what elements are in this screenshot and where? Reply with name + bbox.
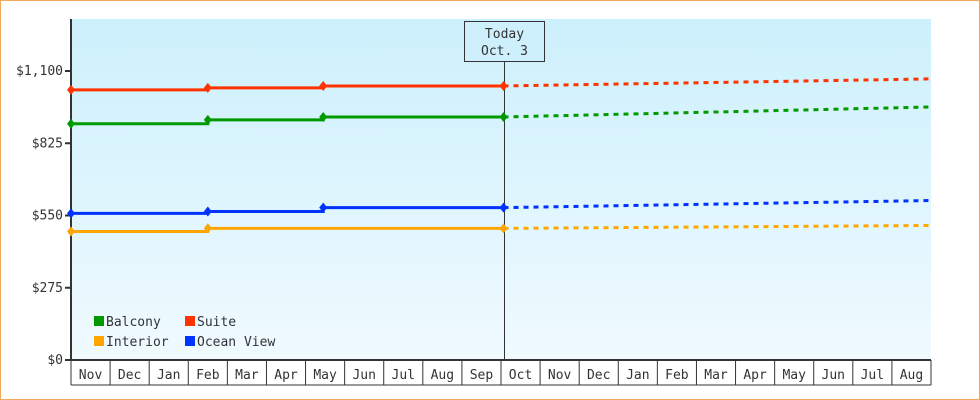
legend-item: Interior <box>94 335 169 350</box>
x-tick-label: Nov <box>548 368 572 383</box>
x-tick-label: Jun <box>352 368 375 383</box>
data-point-interior <box>203 223 212 234</box>
x-tick-label: Apr <box>274 368 298 383</box>
today-box <box>464 21 545 62</box>
series-line-ocean-view <box>71 206 504 215</box>
data-point-ocean-view <box>499 202 508 213</box>
data-point-balcony <box>499 111 508 122</box>
legend-label: Suite <box>197 315 236 330</box>
x-tick-label: Nov <box>79 368 103 383</box>
data-point-suite <box>499 80 508 91</box>
legend-item: Suite <box>185 315 236 330</box>
x-tick-label: Aug <box>431 368 454 383</box>
x-tick-label: Mar <box>235 368 259 383</box>
data-point-interior <box>499 223 508 234</box>
forecast-line-suite <box>503 77 930 88</box>
series-line-balcony <box>71 115 504 126</box>
x-tick-label: Apr <box>743 368 767 383</box>
forecast-line-balcony <box>503 105 930 119</box>
legend-label: Interior <box>106 335 169 350</box>
legend-item: Balcony <box>94 315 161 330</box>
y-tick-label: $0 <box>47 353 63 368</box>
x-tick-label: Jul <box>861 368 884 383</box>
y-tick-label: $825 <box>32 136 63 151</box>
x-tick-label: May <box>313 368 337 383</box>
plot-background <box>71 19 931 360</box>
y-tick-label: $275 <box>32 281 63 296</box>
data-point-ocean-view <box>203 206 212 217</box>
today-date: Oct. 3 <box>481 44 528 59</box>
data-point-balcony <box>319 111 328 122</box>
x-tick-label: Dec <box>587 368 610 383</box>
x-tick-label: Jan <box>626 368 649 383</box>
x-tick-label: May <box>782 368 806 383</box>
data-point-suite <box>203 82 212 93</box>
forecast-line-ocean-view <box>503 199 930 210</box>
x-tick-label: Aug <box>900 368 923 383</box>
x-tick-label: Sep <box>470 368 494 383</box>
series-line-suite <box>71 84 504 92</box>
forecast-line-interior <box>503 223 930 230</box>
legend-swatch <box>94 336 104 346</box>
today-label: Today <box>485 27 524 42</box>
x-tick-label: Jul <box>392 368 415 383</box>
data-point-ocean-view <box>319 202 328 213</box>
x-tick-label: Oct <box>509 368 532 383</box>
x-tick-label: Dec <box>118 368 141 383</box>
x-tick-label: Feb <box>665 368 689 383</box>
legend-swatch <box>185 316 195 326</box>
x-tick-label: Mar <box>704 368 728 383</box>
data-point-interior <box>67 226 75 237</box>
legend-swatch <box>185 336 195 346</box>
x-tick-label: Jun <box>822 368 845 383</box>
legend-swatch <box>94 316 104 326</box>
data-point-balcony <box>67 118 75 129</box>
legend-item: Ocean View <box>185 335 275 350</box>
x-tick-label: Feb <box>196 368 220 383</box>
legend-label: Balcony <box>106 315 161 330</box>
x-tick-label: Jan <box>157 368 180 383</box>
y-tick-label: $1,100 <box>16 64 63 79</box>
data-point-balcony <box>203 114 212 125</box>
data-point-suite <box>319 80 328 91</box>
legend-label: Ocean View <box>197 335 275 350</box>
data-point-ocean-view <box>67 208 75 219</box>
data-point-suite <box>67 84 75 95</box>
y-tick-label: $550 <box>32 209 63 224</box>
